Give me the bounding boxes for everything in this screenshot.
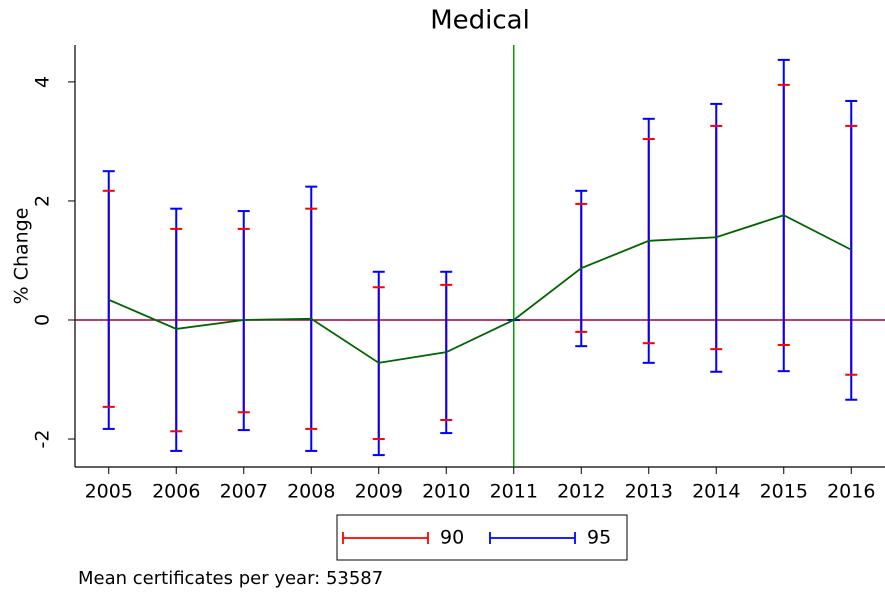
y-tick-label: -2 xyxy=(32,430,54,449)
x-tick-label: 2013 xyxy=(625,481,673,503)
x-tick-label: 2015 xyxy=(760,481,808,503)
y-tick-label: 2 xyxy=(32,195,54,207)
x-tick-label: 2012 xyxy=(557,481,605,503)
x-tick-label: 2007 xyxy=(220,481,268,503)
x-tick-label: 2016 xyxy=(827,481,875,503)
y-tick-label: 4 xyxy=(32,76,54,88)
legend-label: 95 xyxy=(587,527,611,549)
y-tick-label: 0 xyxy=(32,314,54,326)
x-tick-label: 2014 xyxy=(692,481,740,503)
footnote: Mean certificates per year: 53587 xyxy=(78,568,383,589)
x-tick-label: 2008 xyxy=(287,481,335,503)
x-tick-label: 2009 xyxy=(355,481,403,503)
x-tick-label: 2011 xyxy=(490,481,538,503)
legend-label: 90 xyxy=(440,527,464,549)
legend-box xyxy=(336,514,628,561)
line xyxy=(108,214,852,364)
x-tick-label: 2006 xyxy=(152,481,200,503)
x-tick-label: 2010 xyxy=(422,481,470,503)
chart-title: Medical xyxy=(430,6,530,36)
y-axis-label: % Change xyxy=(11,208,33,305)
x-tick-label: 2005 xyxy=(85,481,133,503)
